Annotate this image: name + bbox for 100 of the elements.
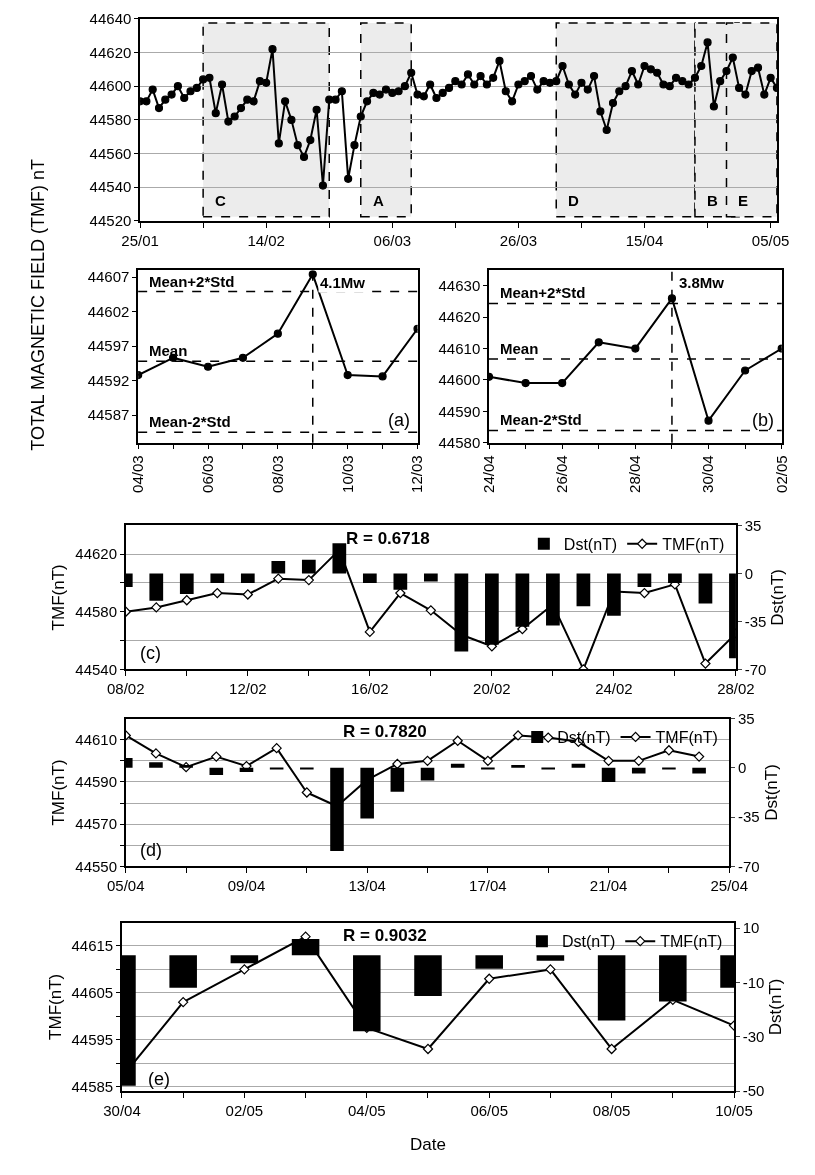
- bar: [576, 573, 591, 607]
- ref-line-label: 3.8Mw: [679, 274, 725, 291]
- y-tick-label: 44560: [89, 144, 132, 162]
- y-tick-label: 44607: [87, 268, 130, 286]
- y-tick-label: 44610: [75, 730, 118, 748]
- bar: [511, 765, 525, 768]
- y2-tick-label: -70: [744, 660, 767, 678]
- x-tick-label: 16/02: [351, 680, 389, 698]
- point: [303, 574, 314, 586]
- point: [203, 362, 213, 371]
- bar: [571, 763, 586, 768]
- point: [631, 344, 640, 353]
- bar: [481, 767, 495, 770]
- x-tick-label: 25/01: [121, 231, 159, 249]
- bar: [209, 767, 224, 775]
- legend-label: Dst(nT): [561, 933, 616, 951]
- y2-tick-label: -50: [742, 1082, 765, 1100]
- ref-line-label: 4.1Mw: [320, 274, 366, 291]
- y-tick-label: 44600: [89, 77, 132, 95]
- bar: [210, 573, 225, 583]
- y2-tick-label: 35: [744, 516, 762, 534]
- bar: [420, 767, 435, 781]
- bar: [546, 573, 560, 626]
- point: [663, 745, 675, 756]
- ref-line-label: Mean+2*Std: [149, 273, 235, 290]
- x-tick-label: 08/02: [107, 680, 145, 698]
- y2-tick-label: -35: [738, 808, 760, 826]
- y-tick-label: 44580: [89, 111, 132, 129]
- bar: [541, 767, 556, 770]
- annotation: R = 0.6718: [346, 529, 430, 548]
- y-tick-label: 44590: [438, 402, 481, 420]
- y-tick-label: 44585: [71, 1077, 114, 1095]
- point: [693, 751, 705, 762]
- y-axis-title: TMF(nT): [49, 564, 69, 631]
- x-tick-label: 13/04: [348, 877, 386, 895]
- y-tick-label: 44615: [71, 937, 114, 955]
- bar: [662, 767, 676, 770]
- bar: [698, 573, 713, 604]
- x-tick-label: 10/05: [715, 1101, 753, 1119]
- bar: [300, 767, 314, 770]
- y-tick-label: 44580: [75, 603, 118, 620]
- x-tick-label: 08/05: [592, 1101, 631, 1119]
- bar: [240, 573, 255, 583]
- point: [700, 658, 711, 669]
- point: [212, 587, 223, 599]
- x-tick-label: 06/03: [198, 455, 216, 493]
- y-axis-title: TMF(nT): [45, 973, 65, 1040]
- annotation: (a): [388, 410, 410, 430]
- point: [364, 626, 375, 638]
- y-tick-label: 44580: [438, 433, 481, 451]
- legend-label: TMF(nT): [662, 536, 725, 553]
- bar: [454, 573, 469, 652]
- x-tick-label: 06/05: [470, 1101, 508, 1119]
- point: [704, 416, 713, 425]
- point: [545, 964, 556, 975]
- band-label: D: [568, 192, 579, 209]
- ref-line-label: Mean-2*Std: [149, 413, 231, 430]
- y-tick-label: 44600: [438, 371, 481, 389]
- point: [273, 329, 282, 338]
- x-tick-label: 04/03: [129, 455, 147, 493]
- y2-tick-label: -35: [744, 612, 767, 630]
- bar: [362, 573, 377, 583]
- bar: [631, 767, 646, 774]
- point: [238, 353, 248, 362]
- band-label: A: [373, 192, 384, 209]
- point: [512, 730, 524, 741]
- x-tick-label: 15/04: [625, 231, 664, 249]
- point: [378, 372, 387, 381]
- point: [211, 751, 222, 762]
- y2-tick-label: 0: [744, 564, 754, 582]
- band-label: B: [707, 192, 718, 209]
- x-tick-label: 04/05: [348, 1101, 386, 1119]
- bar: [607, 573, 621, 616]
- annotation: (e): [148, 1069, 170, 1089]
- point: [425, 605, 437, 616]
- y-tick-label: 44587: [87, 406, 130, 424]
- y2-axis-title: Dst(nT): [768, 569, 788, 626]
- bar: [601, 767, 616, 782]
- y-tick-label: 44630: [438, 277, 481, 295]
- point: [482, 755, 494, 766]
- y2-axis-title: Dst(nT): [766, 978, 786, 1036]
- point: [521, 378, 530, 388]
- x-tick-label: 14/02: [247, 231, 285, 249]
- ref-line-label: Mean-2*Std: [500, 411, 582, 428]
- y-tick-label: 44520: [89, 212, 132, 230]
- annotation: R = 0.9032: [343, 926, 427, 945]
- y-tick-label: 44602: [87, 302, 130, 320]
- point: [543, 732, 554, 743]
- x-tick-label: 26/03: [499, 231, 538, 249]
- bar: [692, 767, 706, 774]
- y-tick-label: 44620: [75, 545, 118, 563]
- y-tick-label: 44605: [71, 984, 114, 1002]
- annotation: (b): [752, 410, 774, 430]
- annotation: (d): [140, 840, 162, 860]
- y2-tick-label: -10: [742, 973, 765, 991]
- x-tick-label: 12/03: [408, 455, 426, 493]
- y-tick-label: 44597: [87, 337, 130, 355]
- x-tick-label: 24/02: [595, 680, 633, 698]
- point: [606, 1043, 617, 1055]
- point: [741, 366, 750, 375]
